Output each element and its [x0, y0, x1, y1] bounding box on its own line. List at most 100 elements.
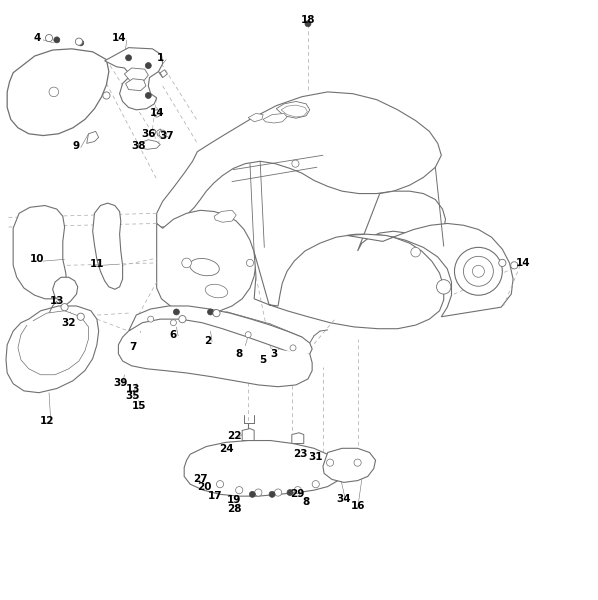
Circle shape [354, 459, 361, 466]
Text: 12: 12 [39, 416, 54, 426]
Text: 13: 13 [126, 383, 140, 394]
Polygon shape [126, 79, 146, 91]
Polygon shape [7, 49, 109, 136]
Polygon shape [13, 206, 67, 299]
Circle shape [245, 332, 251, 338]
Text: 18: 18 [301, 15, 315, 25]
Ellipse shape [205, 284, 228, 298]
Text: 8: 8 [303, 497, 310, 507]
Polygon shape [160, 70, 167, 77]
Text: 39: 39 [114, 377, 128, 388]
Text: 6: 6 [170, 329, 177, 340]
Circle shape [179, 316, 186, 323]
Text: 14: 14 [150, 109, 164, 118]
Text: 23: 23 [293, 449, 307, 459]
Circle shape [213, 310, 220, 317]
Polygon shape [18, 311, 89, 375]
Circle shape [45, 34, 53, 41]
Circle shape [411, 247, 420, 257]
Polygon shape [184, 440, 342, 496]
Text: 17: 17 [208, 491, 222, 501]
Polygon shape [118, 331, 312, 387]
Circle shape [236, 487, 243, 494]
Polygon shape [358, 191, 446, 261]
Circle shape [255, 489, 262, 496]
Circle shape [170, 320, 176, 326]
Polygon shape [281, 105, 307, 117]
Circle shape [511, 262, 518, 269]
Circle shape [327, 459, 334, 466]
Polygon shape [53, 277, 78, 306]
Circle shape [148, 316, 154, 322]
Circle shape [454, 247, 502, 295]
Polygon shape [248, 113, 263, 122]
Text: 19: 19 [227, 496, 242, 505]
Text: 8: 8 [236, 349, 243, 359]
Text: 4: 4 [33, 33, 41, 43]
Polygon shape [323, 448, 376, 482]
Circle shape [269, 491, 275, 497]
Text: 34: 34 [337, 494, 351, 503]
Circle shape [103, 92, 110, 99]
Circle shape [173, 309, 179, 315]
Polygon shape [157, 92, 441, 227]
Circle shape [312, 481, 319, 488]
Circle shape [49, 87, 59, 97]
Circle shape [54, 37, 60, 43]
Polygon shape [292, 433, 304, 443]
Circle shape [290, 345, 296, 351]
Text: 16: 16 [350, 502, 365, 511]
Text: 31: 31 [309, 452, 323, 461]
Circle shape [159, 130, 166, 137]
Text: 9: 9 [73, 141, 80, 151]
Polygon shape [347, 223, 513, 317]
Circle shape [463, 256, 493, 286]
Polygon shape [124, 68, 148, 81]
Polygon shape [263, 113, 287, 123]
Polygon shape [157, 210, 256, 313]
Text: 24: 24 [219, 445, 233, 455]
Circle shape [216, 481, 224, 488]
Text: 35: 35 [126, 391, 140, 401]
Circle shape [292, 160, 299, 167]
Polygon shape [150, 129, 155, 136]
Polygon shape [105, 47, 163, 110]
Text: 28: 28 [227, 504, 242, 514]
Circle shape [75, 38, 83, 45]
Circle shape [274, 489, 282, 496]
Polygon shape [157, 129, 163, 136]
Text: 3: 3 [270, 349, 277, 359]
Circle shape [437, 280, 451, 294]
Polygon shape [242, 428, 254, 440]
Circle shape [246, 259, 254, 266]
Text: 5: 5 [260, 355, 267, 365]
Text: 37: 37 [159, 131, 173, 140]
Circle shape [182, 258, 191, 268]
Circle shape [145, 92, 151, 98]
Ellipse shape [190, 259, 219, 276]
Polygon shape [93, 203, 123, 289]
Circle shape [77, 313, 84, 320]
Circle shape [287, 490, 293, 496]
Polygon shape [254, 234, 444, 329]
Text: 22: 22 [227, 431, 242, 442]
Polygon shape [276, 101, 310, 118]
Circle shape [61, 304, 68, 311]
Circle shape [153, 110, 160, 117]
Circle shape [499, 259, 506, 266]
Text: 13: 13 [50, 296, 64, 306]
Text: 20: 20 [197, 482, 212, 491]
Circle shape [208, 309, 213, 315]
Text: 14: 14 [112, 33, 127, 43]
Polygon shape [214, 210, 236, 222]
Text: 2: 2 [205, 335, 212, 346]
Circle shape [78, 40, 84, 46]
Polygon shape [6, 306, 99, 392]
Text: 32: 32 [62, 318, 76, 328]
Circle shape [294, 487, 301, 494]
Polygon shape [87, 131, 99, 143]
Circle shape [249, 491, 255, 497]
Circle shape [145, 62, 151, 68]
Text: 27: 27 [193, 475, 208, 484]
Text: 38: 38 [132, 141, 146, 151]
